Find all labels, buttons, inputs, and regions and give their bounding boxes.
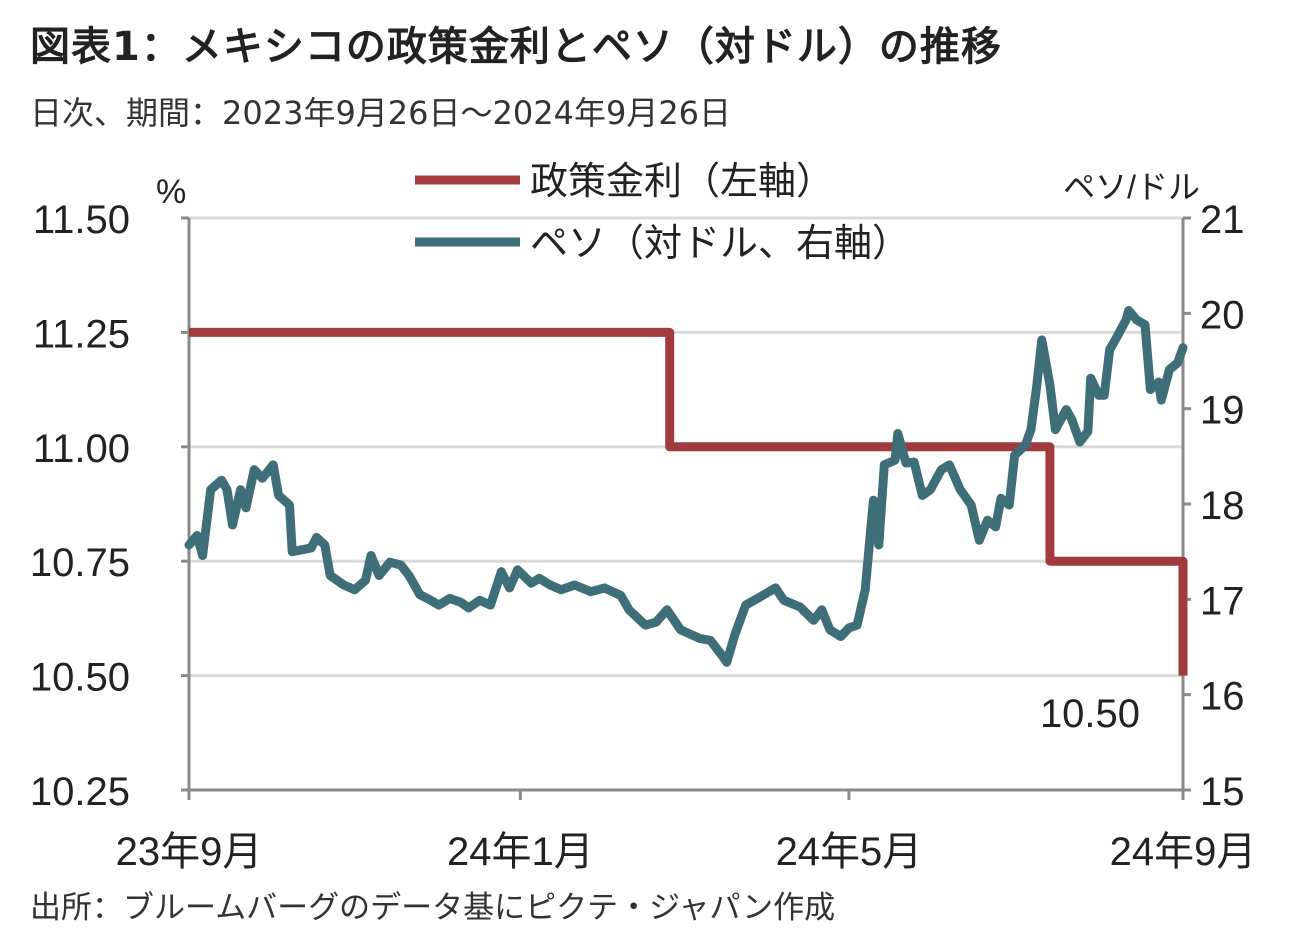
right-tick-label: 15 <box>1200 770 1245 814</box>
x-tick-label: 23年9月 <box>116 830 263 874</box>
policy-rate-line <box>189 327 1188 676</box>
axes <box>181 216 1191 800</box>
right-tick-label: 16 <box>1200 675 1245 719</box>
chart-title: 図表1：メキシコの政策金利とペソ（対ドル）の推移 <box>30 24 1002 70</box>
x-tick-label: 24年9月 <box>1110 830 1257 874</box>
right-tick-label: 19 <box>1200 389 1245 433</box>
left-tick-label: 11.00 <box>33 427 130 471</box>
left-tick-label: 10.75 <box>30 541 130 585</box>
right-tick-label: 21 <box>1200 198 1245 242</box>
annotation-final-rate: 10.50 <box>1040 692 1140 736</box>
peso-line <box>184 306 1188 667</box>
left-tick-label: 11.25 <box>33 312 130 356</box>
left-tick-label: 10.25 <box>30 770 130 814</box>
source-note: 出所：ブルームバーグのデータ基にピクテ・ジャパン作成 <box>30 890 836 926</box>
x-tick-label: 24年1月 <box>447 830 594 874</box>
legend-label-peso: ペソ（対ドル、右軸） <box>530 223 910 265</box>
right-axis-unit: ペソ/ドル <box>1063 169 1200 205</box>
x-tick-label: 24年5月 <box>776 830 923 874</box>
series-lines <box>184 306 1188 676</box>
legend-label-policy-rate: 政策金利（左軸） <box>530 161 834 203</box>
left-tick-label: 11.50 <box>33 198 130 242</box>
chart-subtitle: 日次、期間：2023年9月26日～2024年9月26日 <box>30 94 732 132</box>
left-axis-unit: % <box>156 173 186 211</box>
legend: 政策金利（左軸） ペソ（対ドル、右軸） <box>415 161 910 265</box>
right-tick-label: 20 <box>1200 293 1245 337</box>
left-tick-label: 10.50 <box>30 656 130 700</box>
right-tick-label: 17 <box>1200 579 1245 623</box>
tick-labels: 10.25 10.50 10.75 11.00 11.25 11.50 15 16 17 18 19… <box>30 198 1256 874</box>
right-tick-label: 18 <box>1200 484 1245 528</box>
